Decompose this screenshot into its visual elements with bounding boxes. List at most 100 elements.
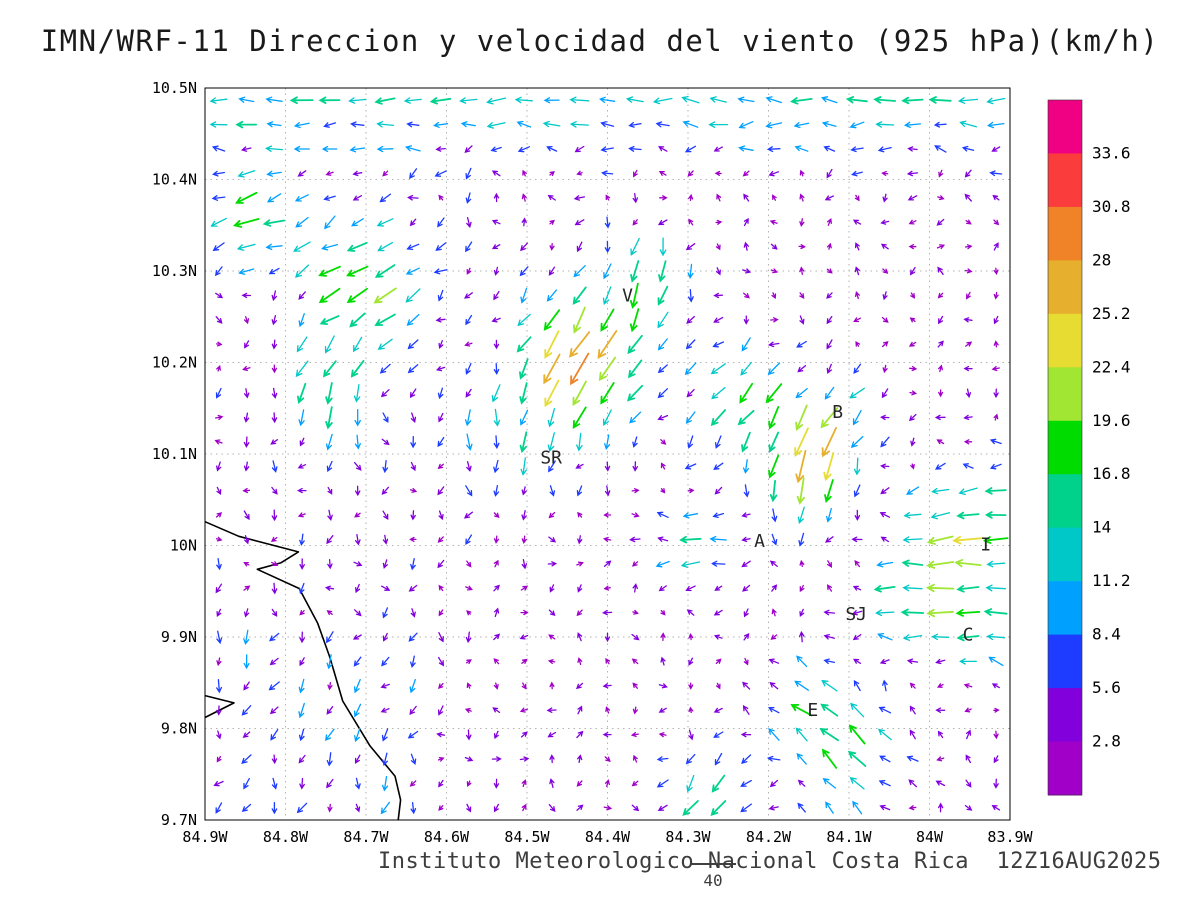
wind-vector <box>910 463 915 470</box>
colorbar-segment <box>1048 474 1082 529</box>
wind-vector <box>437 559 445 569</box>
wind-vector <box>544 330 560 359</box>
wind-vector <box>381 438 390 446</box>
wind-vector <box>269 632 280 642</box>
wind-vector <box>327 681 333 691</box>
colorbar-tick-label: 19.6 <box>1092 411 1131 430</box>
wind-vector <box>433 121 449 128</box>
wind-vector <box>572 286 587 305</box>
wind-vector <box>879 755 891 763</box>
wind-vector <box>429 97 452 105</box>
wind-vector <box>409 678 416 694</box>
wind-vector <box>984 511 1007 519</box>
wind-vector <box>853 658 862 664</box>
wind-vector <box>575 463 584 469</box>
wind-vector <box>799 559 805 568</box>
wind-vector <box>658 707 667 713</box>
wind-vector <box>493 778 500 789</box>
lat-tick-label: 9.9N <box>161 628 197 646</box>
wind-vector <box>907 195 918 201</box>
wind-vector <box>321 145 338 153</box>
wind-vector <box>353 656 362 667</box>
wind-vector <box>435 146 446 152</box>
wind-vector <box>631 804 640 812</box>
wind-vector <box>851 610 863 616</box>
wind-vector <box>519 634 529 640</box>
wind-vector <box>993 291 999 300</box>
wind-vector <box>771 533 778 546</box>
wind-vector <box>243 561 250 567</box>
wind-vector <box>297 487 307 494</box>
wind-vector <box>322 360 337 378</box>
wind-vector <box>796 752 807 765</box>
wind-vector <box>573 265 586 278</box>
lat-tick-label: 10.5N <box>152 79 197 97</box>
wind-vector <box>293 241 311 252</box>
wind-vector <box>576 804 584 811</box>
wind-vector <box>908 219 917 225</box>
wind-vector <box>603 263 612 280</box>
wind-vector <box>216 365 221 372</box>
wind-vector <box>493 512 500 519</box>
wind-vector <box>824 195 834 201</box>
wind-vector <box>906 658 919 665</box>
wind-vector <box>743 217 749 227</box>
wind-vector <box>576 609 583 617</box>
wind-vector <box>795 404 808 432</box>
wind-vector <box>656 779 669 788</box>
wind-vector <box>576 730 584 739</box>
wind-vector <box>547 432 555 453</box>
wind-vector <box>216 678 223 694</box>
wind-vector <box>376 121 394 128</box>
wind-vector <box>353 703 362 718</box>
wind-vector <box>271 486 278 495</box>
wind-vector <box>740 779 752 787</box>
wind-vector <box>325 382 333 405</box>
wind-vector <box>346 287 368 304</box>
wind-vector <box>877 728 892 741</box>
wind-vector <box>632 561 639 567</box>
wind-vector <box>875 609 895 617</box>
wind-vector <box>964 169 972 178</box>
wind-vector <box>632 706 638 715</box>
wind-vector <box>293 122 310 129</box>
wind-vector <box>348 97 367 104</box>
wind-vector <box>631 780 639 787</box>
wind-vector <box>688 193 694 202</box>
wind-vector <box>688 682 694 690</box>
wind-vector <box>438 412 444 423</box>
wind-vector <box>685 585 696 592</box>
wind-vector <box>600 308 615 332</box>
wind-vector <box>548 803 556 813</box>
wind-vector <box>743 608 749 618</box>
colorbar-tick-label: 5.6 <box>1092 678 1121 697</box>
wind-vector <box>265 243 283 251</box>
wind-vector <box>657 285 669 306</box>
wind-vector <box>491 317 501 323</box>
wind-vector <box>354 512 361 518</box>
wind-vector <box>270 536 278 543</box>
wind-vector <box>243 585 251 591</box>
wind-vector <box>687 263 694 279</box>
wind-vector <box>491 756 502 762</box>
wind-vector <box>993 755 999 764</box>
wind-vector <box>880 487 890 495</box>
wind-vector <box>957 97 979 104</box>
wind-vector <box>546 289 558 302</box>
wind-vector <box>549 170 555 177</box>
wind-vector <box>298 754 306 764</box>
wind-vector <box>237 170 256 178</box>
wind-vector <box>547 408 556 428</box>
wind-vector <box>850 702 865 718</box>
wind-vector <box>985 584 1007 592</box>
wind-vector <box>572 406 587 430</box>
wind-vector <box>299 631 305 644</box>
lat-tick-label: 9.8N <box>161 720 197 738</box>
wind-vector <box>210 217 227 227</box>
wind-vector <box>660 632 666 642</box>
wind-vector <box>819 727 839 742</box>
wind-vector <box>265 145 284 152</box>
lat-tick-label: 10N <box>170 537 197 555</box>
wind-vector <box>271 290 278 302</box>
wind-vector <box>882 364 888 374</box>
